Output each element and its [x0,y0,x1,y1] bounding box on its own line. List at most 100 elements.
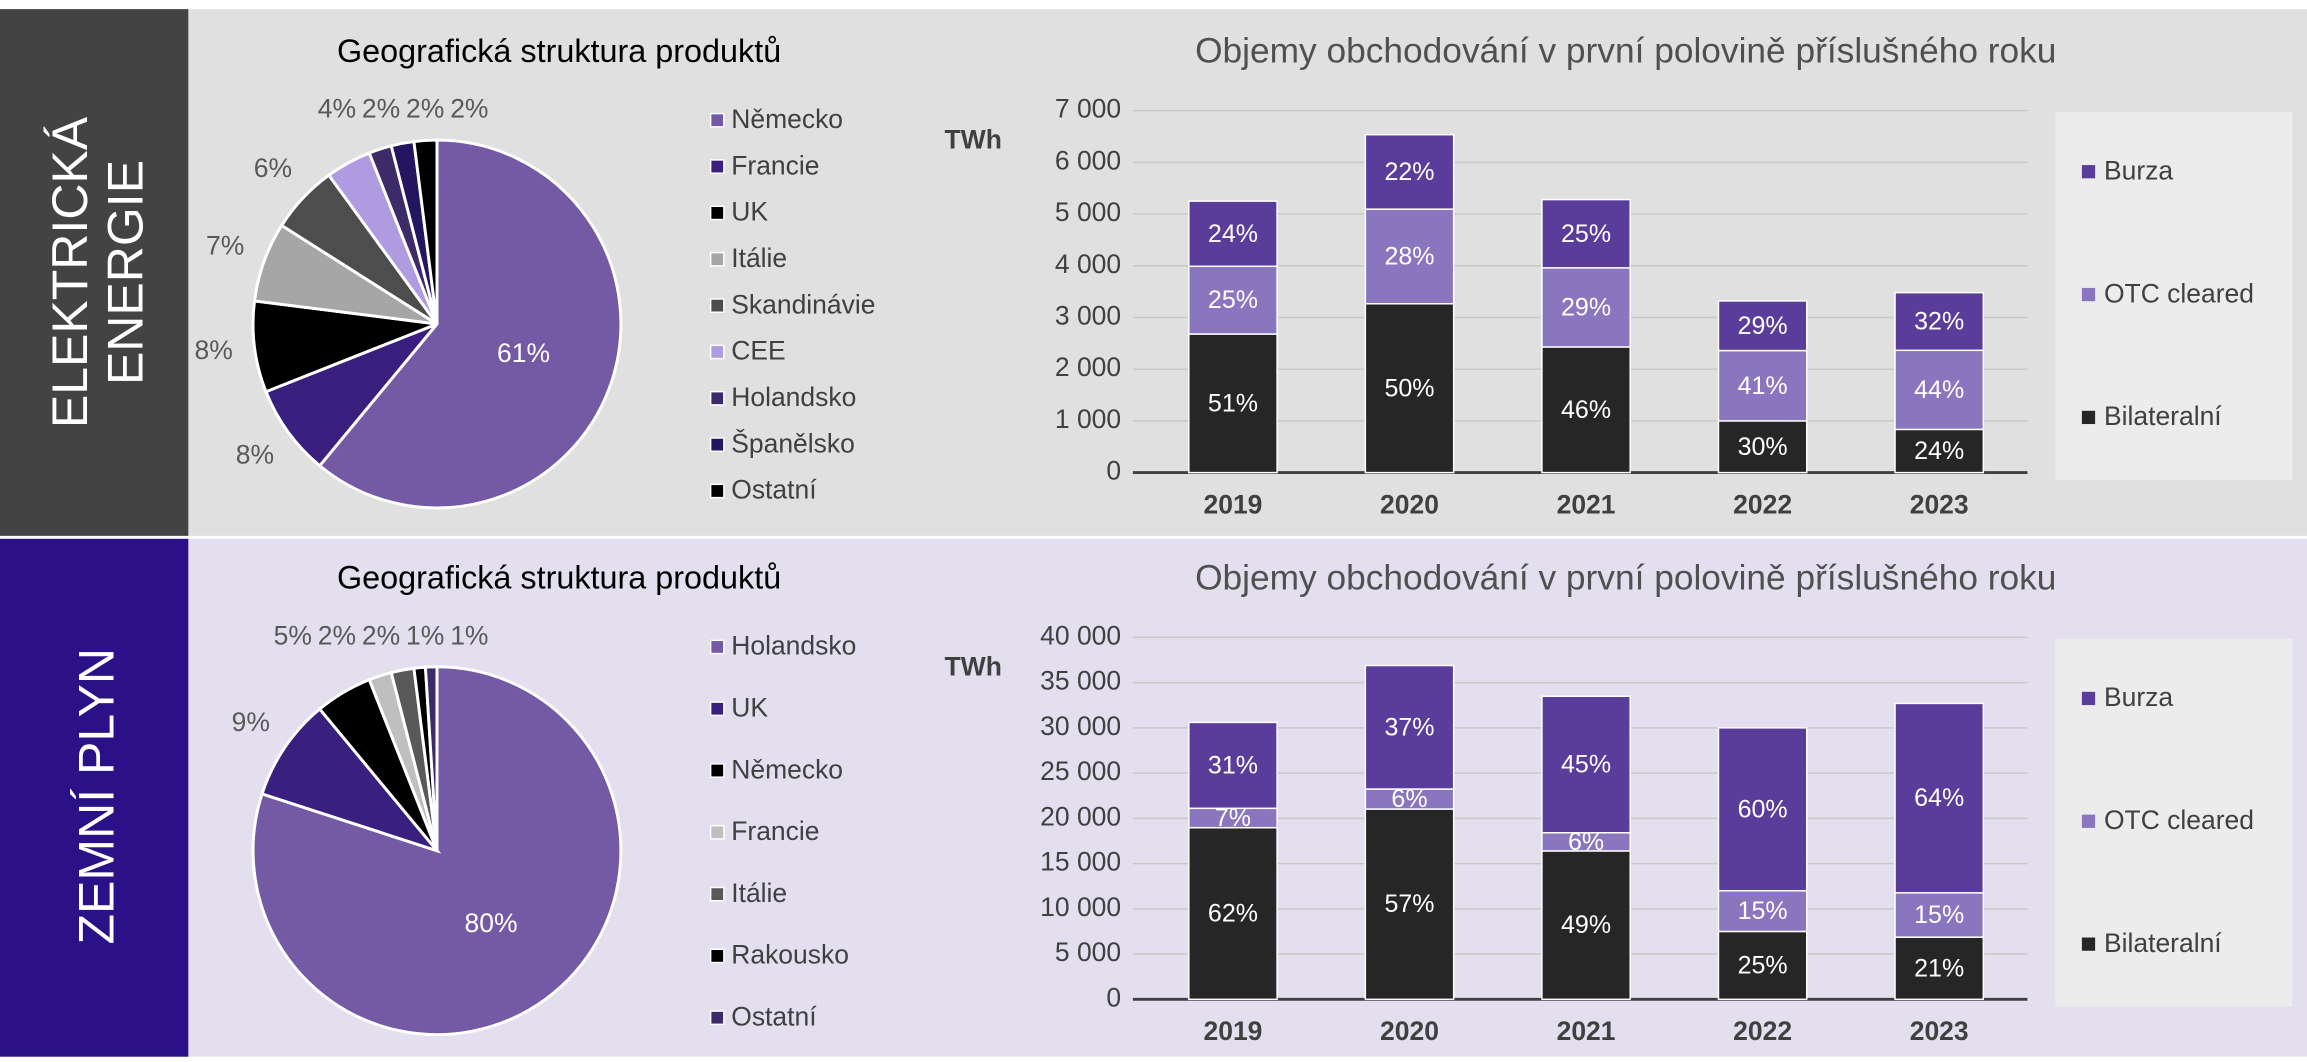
legend-swatch [709,437,725,452]
legend-swatch [2081,410,2096,425]
bar-segment [1717,300,1808,352]
y-tick-label: 0 [1106,456,1121,486]
legend-label: Bilateralní [2104,928,2222,958]
data-label: 29% [1561,293,1611,321]
legend-label: Holandsko [731,631,856,661]
section-label: ENERGIE [98,160,154,385]
pie-slice [260,706,442,854]
data-label: 44% [1914,376,1964,404]
legend-swatch [2081,937,2096,951]
legend-swatch [709,1010,725,1026]
pie-slice [264,322,439,468]
y-tick-label: 40 000 [1040,620,1121,650]
legend-swatch [709,112,725,128]
x-tick-label: 2019 [1204,489,1263,519]
data-label: 64% [1914,784,1964,812]
y-tick-label: 5 000 [1055,937,1121,967]
data-label: 46% [1561,396,1611,424]
data-label: 41% [1738,372,1788,400]
data-label: 80% [465,908,518,938]
data-label: 2% [362,620,400,650]
x-tick-label: 2019 [1204,1016,1263,1046]
pie-slice [423,665,439,851]
data-label: 30% [1738,433,1788,461]
chart-title: Objemy obchodování v první polovině přís… [1195,558,2056,597]
data-label: 62% [1208,900,1258,928]
y-tick-label: 5 000 [1055,197,1121,227]
legend-label: Itálie [731,878,787,908]
legend-label: Německo [731,104,843,134]
data-label: 8% [236,439,274,469]
bar-segment [1364,303,1455,474]
x-tick-label: 2020 [1380,1016,1439,1046]
bar-segment [1894,291,1985,352]
bar-segment [1188,826,1278,1001]
legend-label: Holandsko [731,382,856,412]
legend-swatch [709,159,725,174]
data-label: 24% [1208,220,1258,248]
bar-segment [1364,133,1455,210]
y-tick-label: 4 000 [1055,249,1121,279]
data-label: 25% [1738,951,1788,979]
data-label: 4% [318,94,356,124]
legend-swatch [2081,691,2096,706]
bar-segment [1188,333,1278,474]
bar-segment [1894,936,1985,1001]
legend-label: Bilateralní [2104,401,2222,431]
legend-swatch [709,298,725,313]
bar-segment [1894,702,1985,894]
pie-slice [412,138,439,325]
y-tick-label: 1 000 [1055,404,1121,434]
y-tick-label: 0 [1106,982,1121,1012]
y-tick-label: 3 000 [1055,300,1121,330]
data-label: 49% [1561,911,1611,939]
data-label: 37% [1384,713,1434,741]
data-label: 45% [1561,751,1611,779]
x-tick-label: 2021 [1557,489,1616,519]
x-tick-label: 2021 [1557,1016,1616,1046]
y-tick-label: 25 000 [1040,756,1121,786]
chart-title: Geografická struktura produktů [337,33,781,69]
y-tick-label: 7 000 [1055,94,1121,124]
pie-slice [317,138,623,510]
pie-slice [251,665,623,1037]
axis-unit: TWh [945,651,1002,681]
data-label: 15% [1914,901,1964,929]
data-label: 6% [1391,785,1427,813]
data-label: 5% [274,620,312,650]
bar-segment [1894,349,1985,431]
data-label: 25% [1208,286,1258,314]
legend-label: OTC cleared [2104,278,2254,308]
section-band [0,9,189,536]
legend-label: Ostatní [731,475,817,505]
bar-segment [1717,930,1808,1001]
legend-swatch [709,886,725,902]
pie-slice [251,299,438,394]
bar-segment [1541,695,1631,834]
data-label: 61% [497,338,550,368]
data-label: 8% [195,335,233,365]
section-label: ELEKTRICKÁ [42,116,98,428]
bar-segment [1541,267,1631,348]
legend-label: Španělsko [731,428,855,458]
bar-segment [1364,208,1455,305]
legend-swatch [2081,165,2096,179]
legend-swatch [709,639,725,655]
bar-segment [1717,349,1808,422]
legend-label: OTC cleared [2104,805,2254,835]
data-label: 22% [1384,158,1434,186]
bar-segment [1717,420,1808,474]
legend-label: CEE [731,336,785,366]
legend-label: Ostatní [731,1001,817,1031]
data-label: 2% [450,94,488,124]
legend-swatch [709,483,725,499]
legend-swatch [709,251,725,267]
data-label: 6% [254,153,292,183]
bar-segment [1541,346,1631,474]
legend-label: Burza [2104,155,2173,185]
legend-label: Burza [2104,682,2173,712]
y-tick-label: 10 000 [1040,892,1121,922]
y-tick-label: 6 000 [1055,145,1121,175]
data-label: 50% [1384,374,1434,402]
